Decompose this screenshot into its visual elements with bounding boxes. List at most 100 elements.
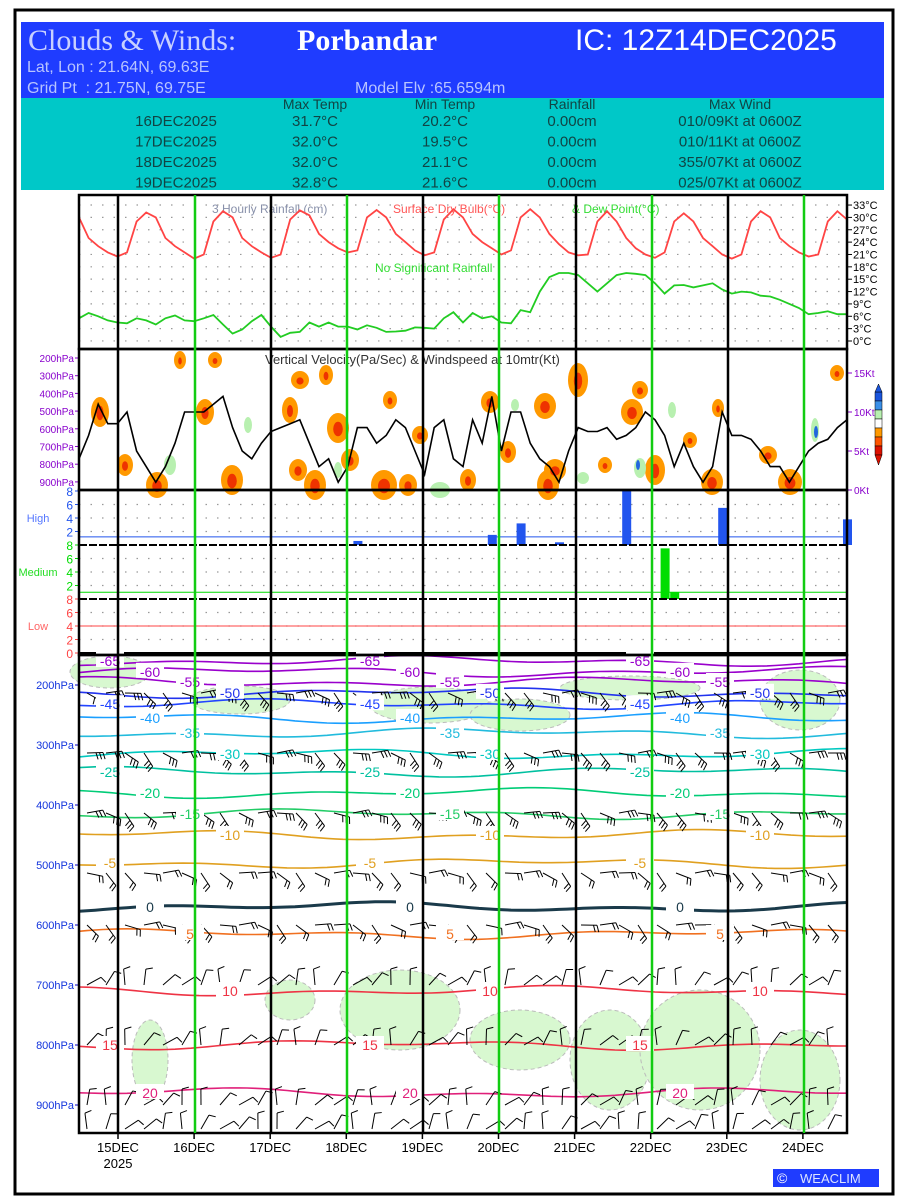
wind-barb-flag — [585, 762, 590, 769]
isotherm-label: -30 — [480, 746, 500, 762]
date-label: 24DEC — [782, 1140, 824, 1155]
wind-barb-flag — [668, 933, 672, 941]
wind-barb-flag — [520, 921, 525, 929]
isotherm-label-bg — [626, 1036, 654, 1051]
wind-barb-flag — [406, 691, 410, 699]
isotherm-label-bg — [356, 1036, 384, 1051]
wind-barb-flag — [213, 753, 216, 761]
wind-barb-shaft — [390, 691, 407, 694]
wind-barb-shaft — [162, 869, 179, 874]
wind-barb-flag — [320, 765, 326, 772]
isotherm-label-bg — [746, 745, 774, 760]
wind-barb-flag — [461, 976, 468, 983]
wind-barb-shaft — [504, 1117, 518, 1130]
wind-barb-flag — [612, 1035, 619, 1041]
isotherm-label-bg — [176, 805, 204, 820]
wind-barb-flag — [205, 933, 210, 941]
wind-barb-flag — [763, 761, 767, 769]
wind-barb-shaft — [674, 968, 677, 986]
date-label: 23DEC — [706, 1140, 748, 1155]
wind-barb-flag — [241, 762, 247, 769]
wind-barb-flag — [378, 884, 384, 891]
wind-barb-flag — [303, 824, 308, 831]
wind-barb-flag — [99, 752, 103, 760]
summary-date: 16DEC2025 — [135, 113, 217, 130]
summary-header-1: Min Temp — [415, 96, 476, 112]
cloud-tick-label: 6 — [66, 607, 73, 621]
wind-barb-shaft — [276, 872, 291, 883]
wind-barb-shaft — [143, 692, 156, 705]
wind-barb-flag — [516, 1117, 523, 1123]
wind-barb-shaft — [86, 751, 104, 754]
initial-condition: IC: 12Z14DEC2025 — [575, 24, 837, 57]
isotherm-label-bg — [396, 1084, 424, 1099]
wind-barb-flag — [682, 1029, 690, 1032]
wind-barb-flag — [155, 874, 159, 882]
wind-barb-flag — [167, 705, 173, 712]
isotherm-label: -5 — [634, 855, 647, 871]
wind-barb-shaft — [808, 1088, 811, 1106]
wind-barb-shaft — [750, 1028, 753, 1046]
wind-barb-flag — [174, 870, 179, 878]
wind-barb-shaft — [806, 1113, 810, 1130]
no-rainfall-annotation: No Significant Rainfall — [375, 261, 492, 275]
wind-barb-flag — [843, 752, 847, 760]
wind-barb-shaft — [105, 1113, 112, 1130]
wind-barb-flag — [292, 813, 295, 821]
wind-barb-flag — [679, 822, 685, 829]
wind-barb-flag — [299, 886, 306, 892]
vv-color-legend — [874, 383, 883, 466]
pressure-label: 500hPa — [36, 860, 75, 872]
wind-barb-flag — [347, 1036, 354, 1042]
wind-barb-shaft — [770, 1118, 785, 1130]
wind-barb-shaft — [713, 692, 728, 703]
date-label: 17DEC — [249, 1140, 291, 1155]
wind-barb-flag — [809, 1086, 817, 1090]
wind-barb-flag — [549, 1030, 557, 1033]
isotherm-label-bg — [176, 673, 204, 688]
wind-barb-flag — [112, 816, 115, 824]
summary-max-temp: 31.7°C — [292, 113, 338, 130]
wind-barb-shaft — [504, 692, 517, 706]
temp-tick-label: 3°C — [853, 324, 872, 336]
wind-barb-shaft — [428, 972, 441, 986]
isotherm-label-bg — [666, 898, 694, 913]
wind-barb-flag — [222, 1027, 230, 1030]
wind-barb-flag — [822, 878, 825, 886]
wind-barb-flag — [569, 935, 575, 943]
wind-barb-flag — [368, 809, 373, 817]
wind-barb-shaft — [295, 1116, 308, 1130]
wind-barb-shaft — [389, 1029, 392, 1046]
wind-barb-flag — [533, 757, 536, 766]
wind-barb-shaft — [143, 872, 160, 876]
wind-barb-flag — [474, 970, 482, 973]
summary-header-0: Max Temp — [283, 96, 348, 112]
wind-barb-flag — [665, 931, 669, 939]
wind-barb-flag — [665, 691, 670, 699]
wind-barb-flag — [205, 818, 209, 825]
wind-barb-shaft — [86, 924, 99, 937]
wind-barb-shaft — [466, 872, 477, 887]
wind-barb-shaft — [580, 1029, 585, 1046]
isotherm-label-bg — [476, 982, 504, 997]
wind-barb-shaft — [369, 1089, 373, 1106]
wind-barb-flag — [570, 753, 573, 761]
wind-barb-flag — [833, 817, 837, 825]
wind-barb-flag — [129, 882, 134, 889]
isotherm-line — [78, 786, 848, 800]
pressure-label: 800hPa — [36, 1040, 75, 1052]
wind-barb-shaft — [827, 872, 838, 887]
wind-barb-flag — [559, 1026, 567, 1030]
wind-barb-flag — [824, 750, 829, 758]
cloud-tick-label: 6 — [66, 499, 73, 513]
grid-dots — [79, 503, 847, 533]
wind-barb-flag — [696, 703, 703, 710]
wind-barb-flag — [195, 976, 202, 982]
isotherm-line — [78, 984, 848, 997]
wind-barb-flag — [730, 1085, 738, 1090]
isotherm-label: -15 — [710, 806, 730, 822]
wind-barb-flag — [311, 690, 316, 697]
vv-blob-red — [227, 473, 237, 489]
wind-barb-shaft — [333, 970, 343, 986]
wind-barb-shaft — [694, 692, 705, 707]
